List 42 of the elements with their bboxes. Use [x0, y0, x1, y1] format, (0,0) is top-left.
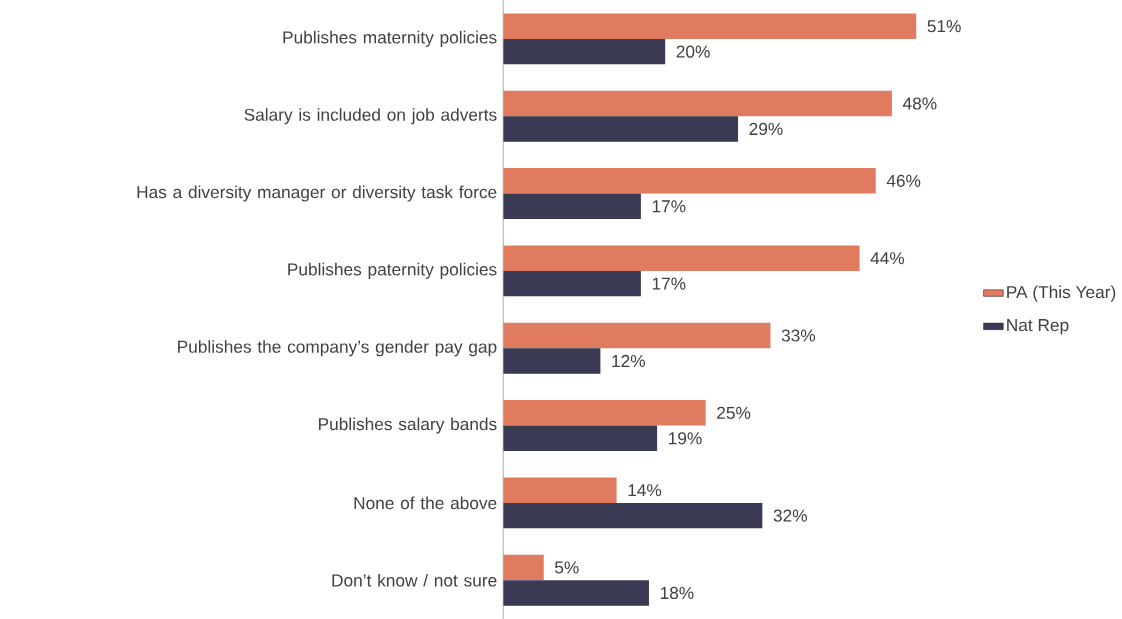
data-label: 19% [669, 432, 702, 445]
bar [503, 90, 892, 117]
bar [503, 425, 658, 451]
bar [503, 322, 771, 349]
data-label: 25% [717, 406, 751, 419]
bar [503, 13, 917, 39]
data-label: 20% [676, 45, 710, 58]
y-tick-label: Publishes the company’s gender pay gap [178, 340, 497, 357]
data-label: 14% [628, 484, 662, 497]
y-tick-label: Publishes salary bands [319, 417, 497, 434]
data-label: 5% [555, 561, 579, 574]
y-tick-label: None of the above [354, 496, 497, 510]
bar [503, 348, 601, 374]
y-tick-label: Has a diversity manager or diversity task force [137, 185, 497, 202]
data-label: 33% [781, 329, 816, 342]
bar [503, 477, 617, 503]
bar [503, 270, 641, 297]
y-tick-label: Salary is included on job adverts [244, 108, 497, 125]
bar [503, 38, 666, 65]
bar [503, 580, 649, 606]
data-label: 48% [902, 97, 937, 110]
bar [503, 193, 641, 219]
legend-label: PA (This Year) [1007, 285, 1116, 302]
bar [503, 400, 706, 426]
bar [503, 554, 544, 581]
bar [503, 245, 860, 271]
y-tick-label: Don’t know / not sure [332, 573, 497, 587]
y-tick-label: Publishes paternity policies [288, 262, 497, 279]
legend-label: Nat Rep [1007, 319, 1069, 335]
data-label: 18% [660, 586, 694, 599]
bar [503, 116, 739, 142]
data-label: 51% [927, 20, 961, 33]
data-label: 17% [652, 200, 686, 213]
bar [503, 168, 876, 194]
data-label: 29% [749, 122, 783, 135]
data-label: 17% [652, 277, 686, 290]
y-tick-label: Publishes maternity policies [283, 30, 497, 47]
data-label: 46% [886, 174, 921, 187]
data-label: 44% [870, 252, 905, 265]
bar [503, 502, 763, 529]
data-label: 12% [612, 354, 645, 367]
data-label: 32% [773, 509, 807, 522]
